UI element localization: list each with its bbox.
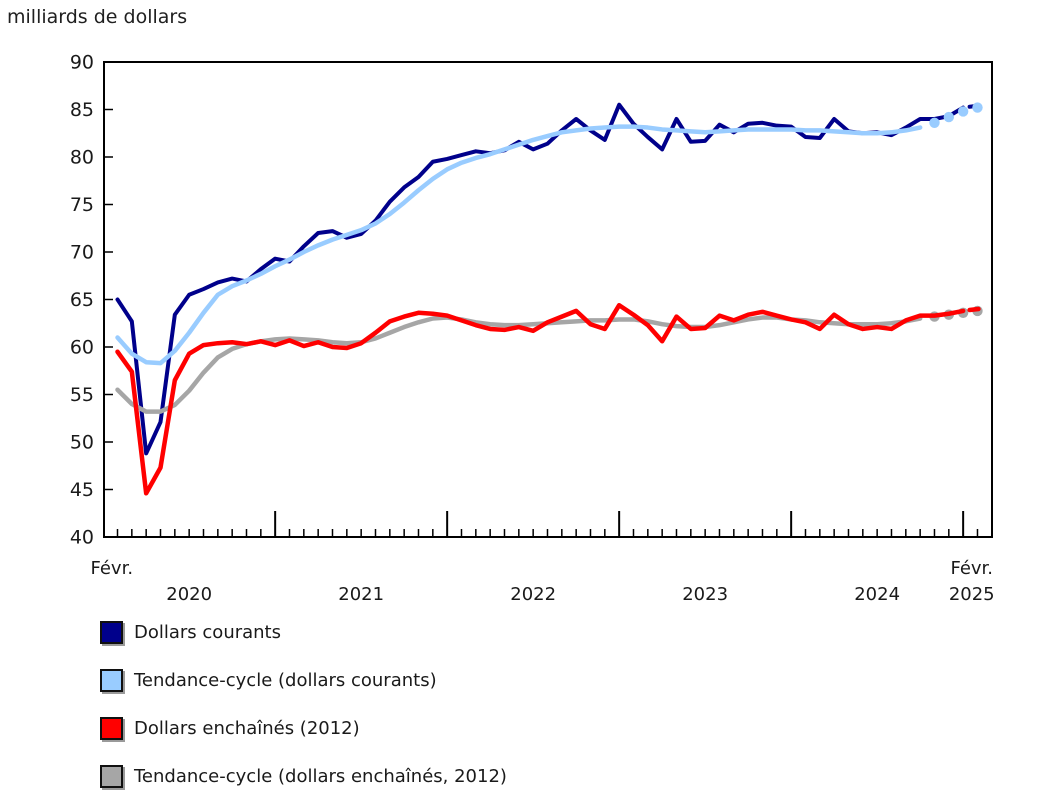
series-line-tendance-cycle-courants [115, 124, 923, 366]
y-axis-tick-label: 90 [70, 52, 94, 74]
y-axis-tick-label: 75 [70, 194, 94, 216]
y-axis-tick-label: 55 [70, 384, 94, 406]
y-axis-tick-label: 45 [70, 479, 94, 501]
x-axis-year-label: 2020 [166, 584, 212, 605]
series-trend-dot-tendance-cycle-courants [943, 111, 955, 123]
y-axis-tick-label: 65 [70, 289, 94, 311]
x-axis-year-label: 2025 [949, 584, 995, 605]
legend-label: Tendance-cycle (dollars courants) [134, 669, 437, 691]
legend-swatch-dollars-enchaines [100, 716, 123, 740]
x-axis-year-label: 2023 [682, 584, 728, 605]
legend-item-dollars-courants: Dollars courants [100, 620, 507, 644]
y-axis-tick-label: 80 [70, 147, 94, 169]
chart-title: milliards de dollars [7, 6, 188, 28]
legend-label: Dollars courants [134, 621, 281, 643]
y-axis-tick-label: 60 [70, 337, 94, 359]
series-trend-dot-tendance-cycle-courants [929, 117, 940, 128]
series-line-tendance-cycle-enchaines [115, 315, 923, 414]
line-chart: 40 45 50 55 60 65 70 75 80 85 90 Févr. Févr. 2020 2021… [70, 52, 995, 606]
series-end-dash-dollars-enchaines [967, 306, 981, 313]
series-trend-dot-tendance-cycle-courants [957, 106, 969, 117]
legend-label: Tendance-cycle (dollars enchaînés, 2012) [134, 765, 507, 787]
y-axis-tick-label: 70 [70, 242, 94, 264]
x-axis-month-label: Févr. [950, 558, 993, 579]
legend-item-tendance-cycle-courants: Tendance-cycle (dollars courants) [100, 668, 507, 692]
series-trend-dot-tendance-cycle-courants [972, 102, 983, 113]
legend-label: Dollars enchaînés (2012) [134, 717, 360, 739]
y-axis-tick-label: 50 [70, 432, 94, 454]
y-axis-tick-label: 40 [70, 527, 94, 549]
chart-figure: milliards de dollars 40 45 50 55 60 65 70 75 80 8… [7, 6, 995, 788]
x-axis-year-label: 2022 [510, 584, 556, 605]
y-axis-tick-label: 85 [70, 99, 94, 121]
x-axis-year-label: 2021 [338, 584, 384, 605]
x-axis-month-label: Févr. [90, 558, 133, 579]
legend-swatch-tendance-cycle-enchaines [100, 764, 123, 788]
legend-swatch-tendance-cycle-courants [100, 668, 123, 692]
legend-item-dollars-enchaines: Dollars enchaînés (2012) [100, 716, 507, 740]
x-axis-year-label: 2024 [854, 584, 900, 605]
legend-item-tendance-cycle-enchaines: Tendance-cycle (dollars enchaînés, 2012) [100, 764, 507, 788]
series-line-dollars-enchaines [115, 302, 966, 496]
series-line-dollars-courants [115, 102, 966, 456]
legend-swatch-dollars-courants [100, 620, 123, 644]
legend: Dollars courants Tendance-cycle (dollars… [100, 620, 507, 812]
